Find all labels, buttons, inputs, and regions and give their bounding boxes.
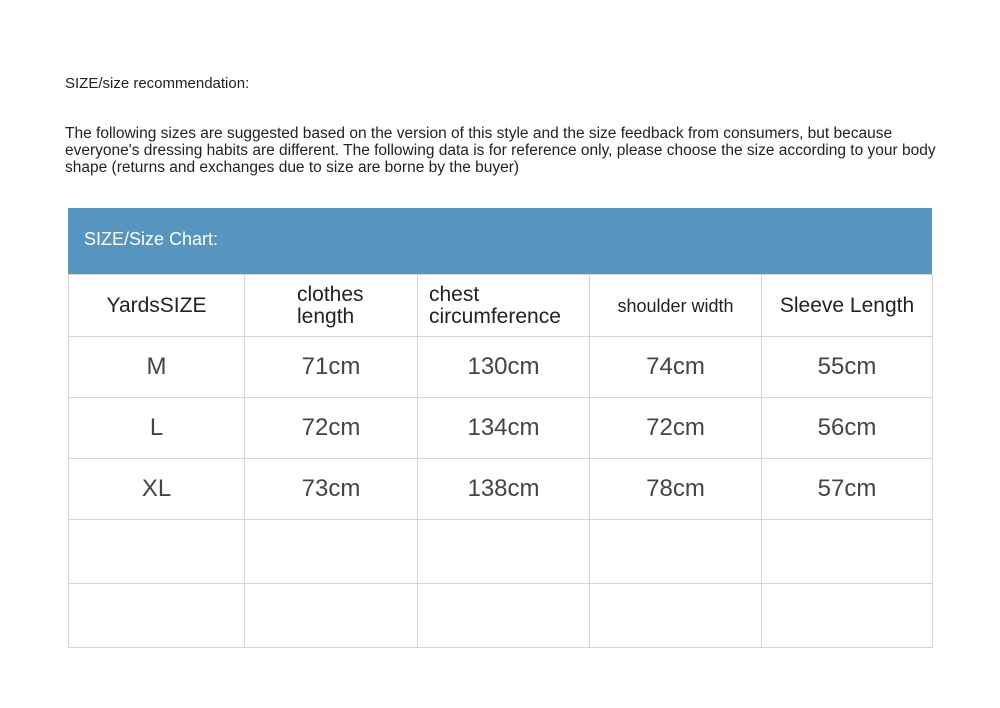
table-cell: XL [68, 458, 245, 520]
table-cell: 55cm [761, 336, 933, 398]
size-chart: SIZE/Size Chart: YardsSIZE clothes lengt… [68, 208, 933, 648]
column-header: Sleeve Length [761, 274, 933, 337]
table-cell: 71cm [244, 336, 418, 398]
column-header: clothes length [244, 274, 418, 337]
size-chart-title: SIZE/Size Chart: [68, 208, 932, 274]
table-row: M 71cm 130cm 74cm 55cm [68, 336, 933, 398]
table-row: L 72cm 134cm 72cm 56cm [68, 397, 933, 459]
table-header-row: YardsSIZE clothes length chest circumfer… [68, 274, 933, 337]
table-cell: 74cm [589, 336, 762, 398]
table-row: XL 73cm 138cm 78cm 57cm [68, 458, 933, 520]
empty-cell [68, 519, 245, 584]
empty-cell [589, 519, 762, 584]
table-cell: 130cm [417, 336, 590, 398]
empty-cell [244, 583, 418, 648]
empty-cell [417, 583, 590, 648]
table-cell: 56cm [761, 397, 933, 459]
table-cell: 72cm [244, 397, 418, 459]
column-header: chest circumference [417, 274, 590, 337]
empty-cell [589, 583, 762, 648]
column-header: YardsSIZE [68, 274, 245, 337]
empty-cell [761, 583, 933, 648]
table-cell: 78cm [589, 458, 762, 520]
table-cell: 72cm [589, 397, 762, 459]
table-cell: 134cm [417, 397, 590, 459]
size-notice: The following sizes are suggested based … [65, 125, 936, 176]
column-header: shoulder width [589, 274, 762, 337]
empty-cell [761, 519, 933, 584]
empty-row [68, 583, 933, 648]
table-cell: 138cm [417, 458, 590, 520]
table-cell: 57cm [761, 458, 933, 520]
recommendation-title: SIZE/size recommendation: [65, 75, 250, 92]
table-cell: M [68, 336, 245, 398]
empty-cell [417, 519, 590, 584]
table-cell: L [68, 397, 245, 459]
size-table: YardsSIZE clothes length chest circumfer… [68, 274, 933, 648]
empty-row [68, 519, 933, 584]
table-cell: 73cm [244, 458, 418, 520]
empty-cell [68, 583, 245, 648]
empty-cell [244, 519, 418, 584]
